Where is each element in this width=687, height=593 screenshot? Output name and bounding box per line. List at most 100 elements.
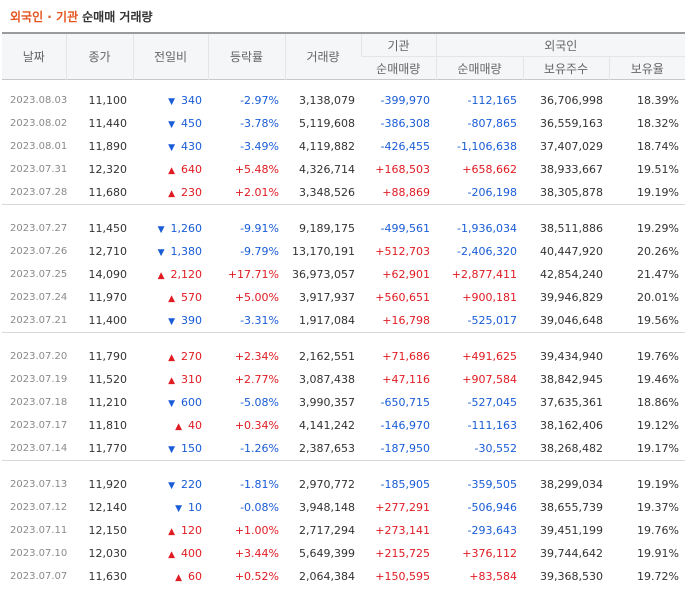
cell-close: 11,770 [88, 442, 128, 455]
up-arrow-icon: ▲ [168, 353, 175, 363]
cell-holdings: 39,451,199 [540, 524, 603, 537]
group-separator [2, 332, 685, 345]
col-foreign-net: 순매매량 [435, 56, 523, 80]
group-separator [2, 460, 685, 473]
cell-volume: 4,119,882 [299, 140, 355, 153]
table-header: 날짜 종가 전일비 등락률 거래량 기관 외국인 순매매량 순매매량 보유주수 … [2, 33, 685, 80]
cell-volume: 5,649,399 [299, 547, 355, 560]
cell-close: 11,810 [88, 419, 128, 432]
cell-rate: -3.49% [240, 140, 279, 153]
cell-change: ▼ 1,260 [133, 217, 208, 240]
cell-ratio: 19.76% [637, 524, 679, 537]
cell-change: ▼ 390 [133, 309, 208, 333]
cell-inst-net: -386,308 [380, 117, 430, 130]
cell-holdings: 38,268,482 [540, 442, 603, 455]
cell-ratio: 18.86% [637, 396, 679, 409]
group-separator [2, 204, 685, 217]
change-value: 640 [181, 163, 202, 176]
cell-inst-net: +47,116 [382, 373, 430, 386]
cell-change: ▲ 120 [133, 519, 208, 542]
cell-change: ▼ 430 [133, 135, 208, 158]
change-value: 570 [181, 291, 202, 304]
trading-table: 날짜 종가 전일비 등락률 거래량 기관 외국인 순매매량 순매매량 보유주수 … [2, 32, 685, 588]
table-body: 2023.08.03 11,100 ▼ 340 -2.97% 3,138,079 -399,… [2, 80, 685, 589]
cell-close: 11,630 [88, 570, 128, 583]
down-arrow-icon: ▼ [157, 225, 165, 235]
cell-volume: 13,170,191 [292, 245, 355, 258]
col-ratio: 보유율 [608, 56, 685, 80]
cell-close: 11,210 [88, 396, 128, 409]
cell-close: 14,090 [88, 268, 128, 281]
cell-change: ▼ 150 [133, 437, 208, 461]
cell-holdings: 39,368,530 [540, 570, 603, 583]
up-arrow-icon: ▲ [157, 271, 165, 281]
cell-ratio: 19.46% [637, 373, 679, 386]
cell-holdings: 38,305,878 [540, 186, 603, 199]
table-row: 2023.07.17 11,810 ▲ 40 +0.34% 4,141,242 -146,9… [2, 414, 685, 437]
cell-volume: 3,990,357 [299, 396, 355, 409]
cell-volume: 2,387,653 [299, 442, 355, 455]
table-row: 2023.07.27 11,450 ▼ 1,260 -9.91% 9,189,175 -49… [2, 217, 685, 240]
title-sub: 순매매 거래량 [82, 9, 153, 24]
cell-date: 2023.07.19 [10, 374, 68, 385]
cell-date: 2023.08.03 [10, 95, 68, 106]
cell-inst-net: +71,686 [382, 350, 430, 363]
cell-foreign-net: -30,552 [474, 442, 517, 455]
cell-rate: +17.71% [227, 268, 279, 281]
cell-close: 12,320 [88, 163, 128, 176]
cell-change: ▲ 570 [133, 286, 208, 309]
cell-volume: 3,948,148 [299, 501, 355, 514]
cell-holdings: 40,447,920 [540, 245, 603, 258]
down-arrow-icon: ▼ [168, 97, 175, 107]
cell-ratio: 19.72% [637, 570, 679, 583]
cell-inst-net: -499,561 [380, 222, 430, 235]
cell-ratio: 19.19% [637, 478, 679, 491]
col-close: 종가 [65, 33, 133, 80]
cell-holdings: 38,299,034 [540, 478, 603, 491]
cell-volume: 5,119,608 [299, 117, 355, 130]
col-group-inst: 기관 [360, 33, 436, 57]
cell-rate: +2.77% [234, 373, 279, 386]
up-arrow-icon: ▲ [168, 376, 175, 386]
cell-ratio: 18.39% [637, 94, 679, 107]
cell-date: 2023.07.07 [10, 571, 68, 582]
change-value: 40 [188, 419, 202, 432]
table-row: 2023.07.18 11,210 ▼ 600 -5.08% 3,990,357 -650,… [2, 391, 685, 414]
down-arrow-icon: ▼ [168, 143, 175, 153]
col-change: 전일비 [132, 33, 208, 80]
table-row: 2023.08.01 11,890 ▼ 430 -3.49% 4,119,882 -426,… [2, 135, 685, 158]
cell-ratio: 19.37% [637, 501, 679, 514]
cell-volume: 36,973,057 [292, 268, 355, 281]
cell-ratio: 19.17% [637, 442, 679, 455]
cell-change: ▼ 600 [133, 391, 208, 414]
cell-rate: +3.44% [234, 547, 279, 560]
cell-rate: -9.91% [240, 222, 279, 235]
cell-change: ▼ 450 [133, 112, 208, 135]
table-row: 2023.07.14 11,770 ▼ 150 -1.26% 2,387,653 -187,… [2, 437, 685, 461]
table-row: 2023.07.13 11,920 ▼ 220 -1.81% 2,970,772 -185,… [2, 473, 685, 496]
cell-change: ▲ 230 [133, 181, 208, 205]
cell-date: 2023.07.21 [10, 315, 68, 326]
cell-volume: 4,141,242 [299, 419, 355, 432]
cell-rate: -9.79% [240, 245, 279, 258]
cell-date: 2023.07.18 [10, 397, 68, 408]
cell-close: 11,100 [88, 94, 128, 107]
table-row: 2023.07.12 12,140 ▼ 10 -0.08% 3,948,148 +277,2… [2, 496, 685, 519]
change-value: 390 [181, 314, 202, 327]
cell-foreign-net: +83,584 [469, 570, 517, 583]
change-value: 310 [181, 373, 202, 386]
cell-date: 2023.07.10 [10, 548, 68, 559]
cell-close: 11,450 [88, 222, 128, 235]
cell-foreign-net: -1,936,034 [457, 222, 517, 235]
cell-volume: 3,917,937 [299, 291, 355, 304]
cell-close: 11,400 [88, 314, 128, 327]
up-arrow-icon: ▲ [175, 573, 182, 583]
cell-holdings: 36,706,998 [540, 94, 603, 107]
down-arrow-icon: ▼ [157, 248, 165, 258]
down-arrow-icon: ▼ [168, 120, 175, 130]
change-value: 230 [181, 186, 202, 199]
cell-volume: 2,064,384 [299, 570, 355, 583]
cell-rate: +0.34% [234, 419, 279, 432]
cell-change: ▼ 220 [133, 473, 208, 496]
cell-date: 2023.07.12 [10, 502, 68, 513]
